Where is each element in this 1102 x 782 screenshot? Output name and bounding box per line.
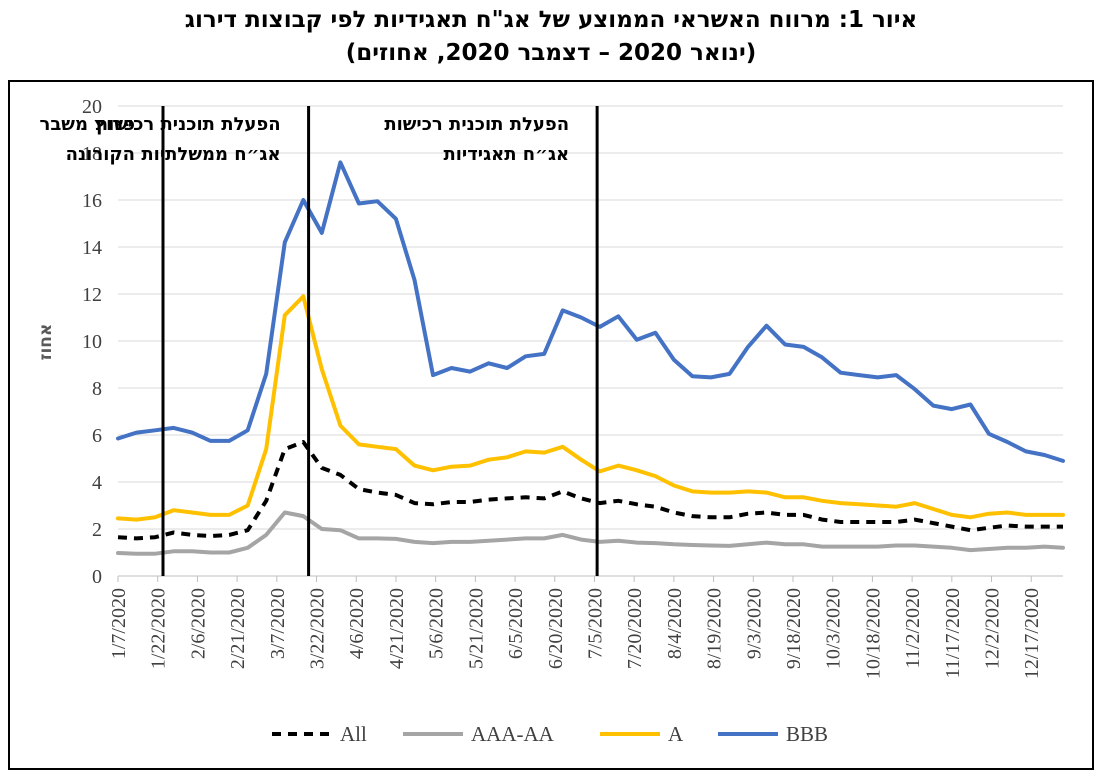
x-tick-label: 2/21/2020 [227,588,249,669]
legend-label-aaa-aa: AAA-AA [471,722,555,746]
x-axis: 1/7/2020 1/22/2020 2/6/2020 2/21/2020 3/7/20… [108,575,1063,679]
x-tick-label: 1/7/2020 [108,588,130,659]
series-line-bbb [116,160,1065,463]
y-tick-label: 16 [82,190,102,212]
event-annotation-text: אג״ח תאגידיות [443,144,569,165]
x-tick-label: 9/18/2020 [783,588,805,669]
event-annotation-text: הפעלת תוכנית רכישות [96,114,281,135]
y-tick-label: 14 [82,237,102,259]
x-tick-label: 1/22/2020 [148,588,170,669]
x-tick-label: 2/6/2020 [187,588,209,659]
x-tick-label: 4/21/2020 [386,588,408,669]
chart-frame [8,80,1094,770]
y-tick-label: 8 [92,378,102,400]
x-tick-label: 12/2/2020 [982,588,1004,669]
y-tick-label: 20 [82,96,102,118]
x-tick-label: 11/17/2020 [942,588,964,678]
legend: All AAA-AA A BBB [272,722,828,746]
legend-label-bbb: BBB [786,722,828,746]
x-tick-label: 3/7/2020 [267,588,289,659]
y-tick-label: 12 [82,284,102,306]
x-tick-label: 8/4/2020 [664,588,686,659]
x-tick-label: 11/2/2020 [902,588,924,668]
legend-label-all: All [340,722,367,746]
event-annotation-text: אג״ח ממשלתיות [141,144,280,165]
series-line-aaa-aa [116,510,1065,556]
series-lines [116,160,1065,556]
y-tick-label: 6 [92,425,102,447]
event-annotation-text: פרוץ משבר [39,114,135,135]
x-tick-label: 5/21/2020 [465,588,487,669]
legend-label-a: A [668,722,684,746]
y-tick-label: 4 [92,472,102,494]
x-tick-label: 12/17/2020 [1021,588,1043,679]
series-line-all [117,440,1063,541]
x-tick-label: 9/3/2020 [743,588,765,659]
y-tick-label: 2 [92,519,102,541]
x-tick-label: 10/3/2020 [823,588,845,669]
x-tick-label: 7/20/2020 [624,588,646,669]
x-tick-label: 5/6/2020 [426,588,448,659]
y-tick-label: 0 [92,566,102,588]
x-tick-label: 10/18/2020 [862,588,884,679]
x-tick-label: 8/19/2020 [704,588,726,669]
event-annotation-text: הקורונה [66,144,135,165]
chart-title: איור 1: מרווח האשראי הממוצע של אג"ח תאגי… [0,4,1102,70]
chart-title-line-2: (ינואר 2020 – דצמבר 2020, אחוזים) [345,40,757,66]
y-tick-label: 18 [82,143,102,165]
x-tick-label: 4/6/2020 [346,588,368,659]
series-line-a [116,294,1065,522]
x-tick-label: 7/5/2020 [584,588,606,659]
event-markers: פרוץ משבר הקורונה הפעלת תוכנית רכישות אג״ח … [39,106,599,576]
x-tick-label: 6/5/2020 [505,588,527,659]
y-tick-label: 10 [82,331,102,353]
x-tick-label: 3/22/2020 [307,588,329,669]
y-axis: 0 2 4 6 8 10 12 14 16 18 20 [82,96,102,588]
y-axis-label: אחוז [36,324,56,361]
chart-title-line-1: איור 1: מרווח האשראי הממוצע של אג"ח תאגי… [184,7,918,33]
x-tick-label: 6/20/2020 [545,588,567,669]
event-annotation-text: הפעלת תוכנית רכישות [384,114,569,135]
